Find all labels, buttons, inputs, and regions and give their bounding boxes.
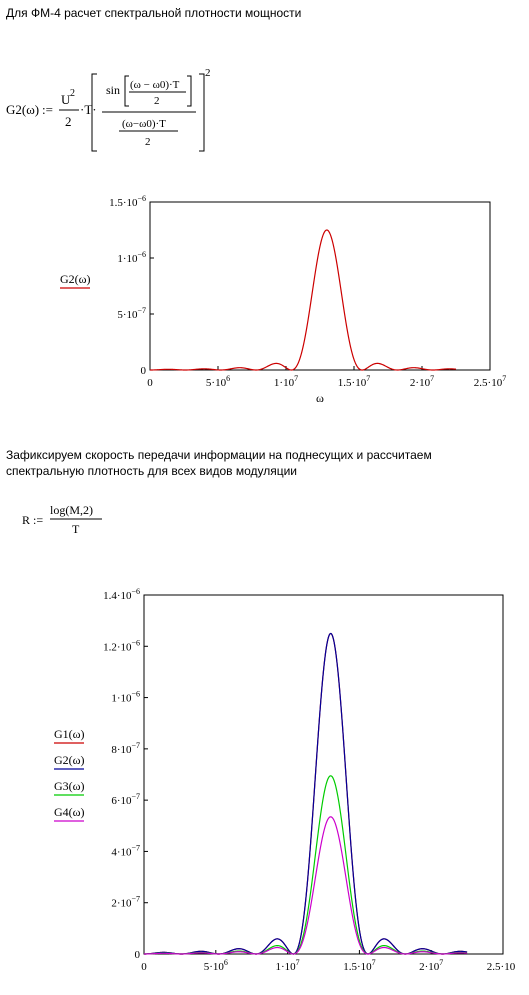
- plot-frame: [149, 201, 491, 371]
- chart-all-modulations: 0 5·106 1·107 1.5·107 2·107 2.5·107 0 2·10−7 4·1…: [54, 587, 515, 980]
- x-tick-label: 1.5·107: [338, 374, 370, 389]
- y-tick-label: 5·10−7: [117, 306, 146, 321]
- x-axis-label: ω: [320, 975, 328, 980]
- formula-r-num: log(M,2): [50, 503, 93, 517]
- formula-g2: G2(ω) := U 2 2 ·T· 2 sin (ω − ω0)·T 2 (ω…: [6, 67, 211, 152]
- formula-outer-exp: 2: [205, 67, 211, 79]
- formula-u: U: [61, 92, 71, 107]
- chart-g2: 0 5·106 1·107 1.5·107 2·107 2.5·107 0 5·10−7 1·1…: [60, 194, 506, 405]
- formula-sin-bracket-right: [187, 75, 192, 107]
- paragraph-rate-line2: спектральную плотность для всех видов мо…: [6, 464, 297, 478]
- x-tick-label: 2·107: [410, 374, 434, 389]
- x-tick-label: 1·107: [274, 374, 298, 389]
- y-tick-label: 1.4·10−6: [103, 587, 140, 602]
- y-tick-label: 4·10−7: [111, 843, 140, 858]
- formula-sin-bracket-left: [124, 75, 129, 107]
- formula-two: 2: [65, 114, 72, 129]
- x-tick-label: 2.5·107: [474, 374, 506, 389]
- formula-inner-num: (ω − ω0)·T: [130, 79, 180, 91]
- y-tick-label: 2·10−7: [111, 895, 140, 910]
- y-tick-label: 1·10−6: [111, 690, 140, 705]
- x-tick-label: 1.5·107: [343, 958, 375, 973]
- formula-inner-den: 2: [154, 95, 160, 107]
- formula-bracket-left: [91, 73, 97, 152]
- series-line-G4(ω): [144, 816, 468, 955]
- formula-r-lhs: R :=: [22, 513, 43, 527]
- plot-frame: [143, 594, 504, 955]
- x-tick-label: 2.5·107: [487, 958, 515, 973]
- y-tick-label: 1.5·10−6: [109, 194, 146, 209]
- formula-denom-den: 2: [145, 136, 151, 148]
- formula-r: R := log(M,2) T: [22, 503, 102, 536]
- heading-fm4: Для ФМ-4 расчет спектральной плотности м…: [6, 6, 302, 20]
- x-tick-label: 5·106: [204, 958, 228, 973]
- x-tick-label: 1·107: [276, 958, 300, 973]
- y-tick-label: 6·10−7: [111, 792, 140, 807]
- legend-label: G3(ω): [54, 779, 85, 793]
- series-line-G3(ω): [144, 775, 468, 955]
- legend-label: G2(ω): [54, 753, 85, 767]
- x-tick-label: 0: [147, 377, 153, 389]
- y-tick-label: 1·10−6: [117, 250, 146, 265]
- formula-denom-num: (ω−ω0)·T: [122, 118, 166, 130]
- y-axis-label: G2(ω): [60, 272, 91, 286]
- series-line-G2(ω): [150, 229, 457, 371]
- x-tick-label: 2·107: [419, 958, 443, 973]
- formula-lhs: G2(ω): [6, 102, 39, 117]
- series-line-G2(ω): [144, 632, 468, 955]
- y-tick-label: 8·10−7: [111, 741, 140, 756]
- y-tick-label: 0: [141, 365, 147, 377]
- paragraph-rate-line1: Зафиксируем скорость передачи информации…: [6, 448, 432, 462]
- legend-label: G1(ω): [54, 727, 85, 741]
- formula-assign: :=: [42, 102, 53, 117]
- formula-dot-t: ·T·: [80, 102, 97, 117]
- formula-bracket-right: [199, 73, 205, 152]
- x-tick-label: 5·106: [206, 374, 230, 389]
- x-axis-label: ω: [316, 391, 324, 405]
- legend-label: G4(ω): [54, 805, 85, 819]
- formula-r-den: T: [72, 522, 80, 536]
- y-tick-label: 0: [135, 949, 141, 961]
- formula-sin: sin: [106, 83, 120, 97]
- y-tick-label: 1.2·10−6: [103, 638, 140, 653]
- x-tick-label: 0: [141, 961, 147, 973]
- formula-u-exp: 2: [70, 88, 75, 99]
